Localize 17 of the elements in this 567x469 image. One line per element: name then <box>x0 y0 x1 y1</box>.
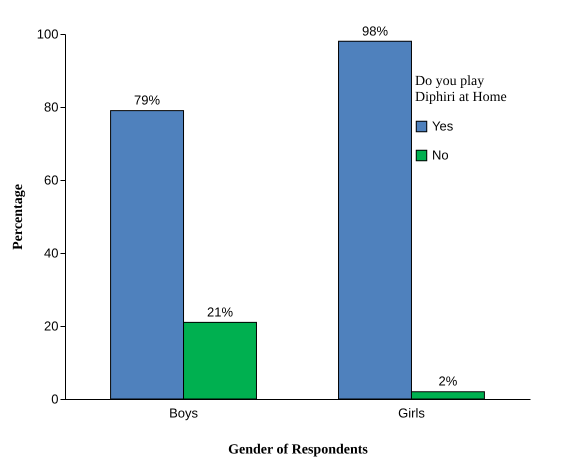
y-axis-title: Percentage <box>10 184 26 250</box>
data-label: 2% <box>438 374 458 389</box>
y-tick-label: 100 <box>36 26 58 42</box>
y-tick-label: 20 <box>44 318 58 334</box>
y-tick-label: 80 <box>44 100 58 114</box>
data-label: 79% <box>134 92 161 108</box>
x-tick-label: Girls <box>398 406 426 420</box>
data-label: 21% <box>206 304 234 320</box>
y-tick-label: 0 <box>51 392 58 406</box>
y-tick-label: 60 <box>44 172 58 188</box>
legend-title: Do you play Diphiri at Home <box>415 74 507 105</box>
y-tick-label: 40 <box>44 246 58 260</box>
x-axis-title: Gender of Respondents <box>228 442 368 458</box>
data-label: 98% <box>362 23 388 38</box>
legend-label: No <box>432 148 449 162</box>
legend-label: Yes <box>432 118 454 134</box>
x-tick-label: Boys <box>169 406 198 420</box>
